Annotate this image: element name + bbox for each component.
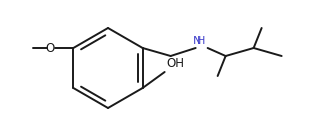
- Text: OH: OH: [167, 57, 185, 70]
- Text: H: H: [197, 36, 205, 46]
- Text: N: N: [193, 36, 201, 46]
- Text: O: O: [45, 42, 54, 54]
